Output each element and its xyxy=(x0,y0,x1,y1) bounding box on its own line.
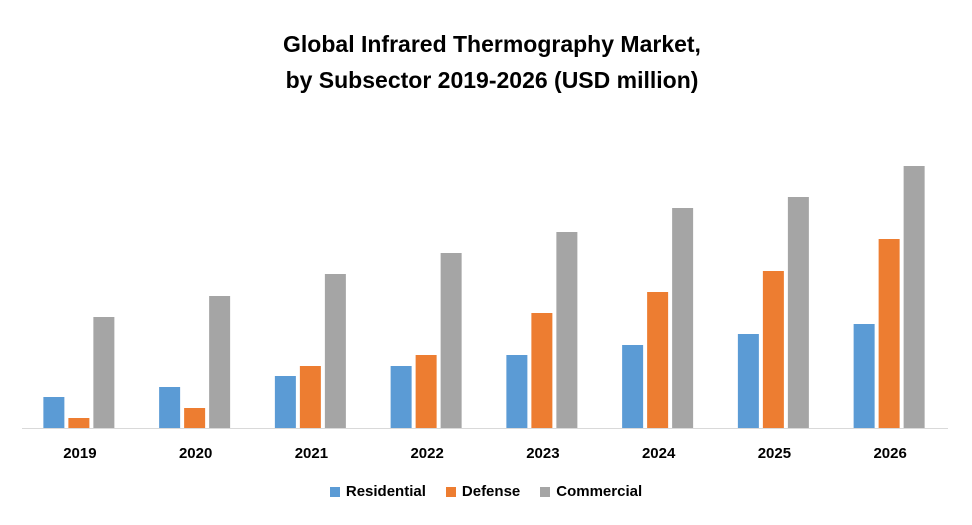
bar xyxy=(299,366,321,428)
bar xyxy=(556,232,578,428)
chart-title: Global Infrared Thermography Market, xyxy=(283,31,701,57)
bar xyxy=(672,208,694,428)
x-tick-label: 2020 xyxy=(179,445,212,462)
bar xyxy=(647,292,669,428)
legend-swatch xyxy=(329,486,340,497)
legend-item: Residential xyxy=(329,483,426,500)
bar xyxy=(531,313,553,428)
x-tick-label: 2023 xyxy=(526,445,559,462)
legend-label: Defense xyxy=(461,483,521,500)
bar xyxy=(43,397,65,428)
chart-title: by Subsector 2019-2026 (USD million) xyxy=(286,67,699,93)
chart: Global Infrared Thermography Market, by … xyxy=(22,31,948,462)
bar xyxy=(506,355,528,428)
bar xyxy=(762,271,784,428)
bar xyxy=(622,345,644,428)
bar xyxy=(324,274,346,428)
bar xyxy=(853,324,875,428)
x-tick-label: 2024 xyxy=(642,445,676,462)
x-tick-label: 2025 xyxy=(758,445,791,462)
bar xyxy=(903,166,925,428)
bar xyxy=(737,334,759,428)
legend: Residential Defense Commercial xyxy=(0,483,972,500)
x-tick-label: 2019 xyxy=(63,445,96,462)
legend-item: Commercial xyxy=(540,483,642,500)
x-tick-label: 2026 xyxy=(873,445,906,462)
bar xyxy=(274,376,296,428)
x-tick-label: 2021 xyxy=(295,445,328,462)
legend-swatch xyxy=(540,486,551,497)
bar xyxy=(390,366,412,428)
x-tick-label: 2022 xyxy=(410,445,443,462)
bar xyxy=(440,253,462,428)
bar xyxy=(159,387,181,428)
legend-label: Commercial xyxy=(556,483,643,500)
bar xyxy=(93,317,115,428)
legend-swatch xyxy=(445,486,456,497)
bar xyxy=(787,197,809,428)
bar xyxy=(878,239,900,428)
bar xyxy=(209,296,231,428)
legend-label: Residential xyxy=(345,483,426,500)
bar xyxy=(184,408,206,428)
bar xyxy=(68,418,90,428)
legend-item: Defense xyxy=(445,483,521,500)
bar xyxy=(415,355,437,428)
